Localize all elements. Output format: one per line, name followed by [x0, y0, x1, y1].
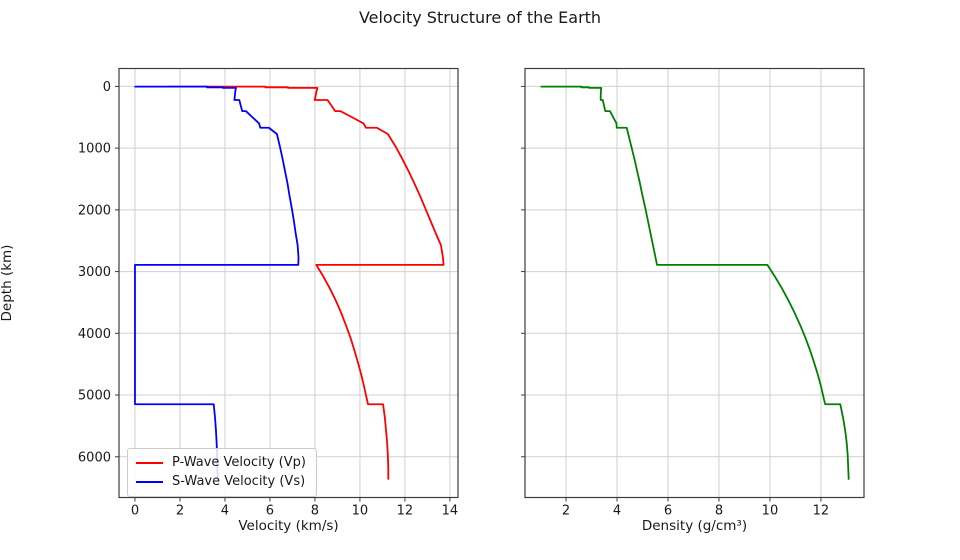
x-axis-label-density: Density (g/cm³) [641, 518, 748, 534]
y-tick-label: 2000 [78, 203, 111, 218]
x-axis-label-velocity: Velocity (km/s) [238, 518, 339, 534]
legend-label-p-wave: P-Wave Velocity (Vp) [172, 455, 306, 470]
axes-border [524, 67, 865, 499]
legend: P-Wave Velocity (Vp) S-Wave Velocity (Vs… [127, 448, 317, 497]
legend-item-s-wave: S-Wave Velocity (Vs) [136, 472, 306, 491]
x-tick-label: 12 [813, 504, 830, 519]
x-tick-label: 4 [221, 504, 229, 519]
x-tick-label: 2 [562, 504, 570, 519]
y-tick-label: 3000 [78, 265, 111, 280]
x-tick-label: 6 [266, 504, 274, 519]
legend-label-s-wave: S-Wave Velocity (Vs) [172, 474, 306, 489]
y-tick-label: 0 [103, 80, 111, 95]
x-tick-label: 14 [442, 504, 459, 519]
x-tick-label: 8 [715, 504, 723, 519]
s-wave-velocity-vs-line [134, 85, 300, 480]
y-tick-label: 5000 [78, 389, 111, 404]
p-wave-line-icon [136, 461, 163, 464]
legend-item-p-wave: P-Wave Velocity (Vp) [136, 453, 306, 472]
figure-title: Velocity Structure of the Earth [358, 8, 602, 27]
s-wave-line-icon [136, 480, 163, 483]
x-tick-label: 6 [664, 504, 672, 519]
axes-border [118, 67, 459, 499]
density-line [540, 85, 850, 480]
p-wave-velocity-vp-line [166, 85, 445, 480]
x-tick-label: 0 [131, 504, 139, 519]
y-tick-label: 6000 [78, 450, 111, 465]
y-tick-label: 4000 [78, 327, 111, 342]
x-tick-label: 10 [352, 504, 369, 519]
y-tick-label: 1000 [78, 142, 111, 157]
y-axis-label-depth: Depth (km) [0, 244, 15, 322]
x-tick-label: 4 [613, 504, 621, 519]
x-tick-label: 10 [762, 504, 779, 519]
x-tick-label: 2 [176, 504, 184, 519]
x-tick-label: 12 [397, 504, 414, 519]
x-tick-label: 8 [311, 504, 319, 519]
